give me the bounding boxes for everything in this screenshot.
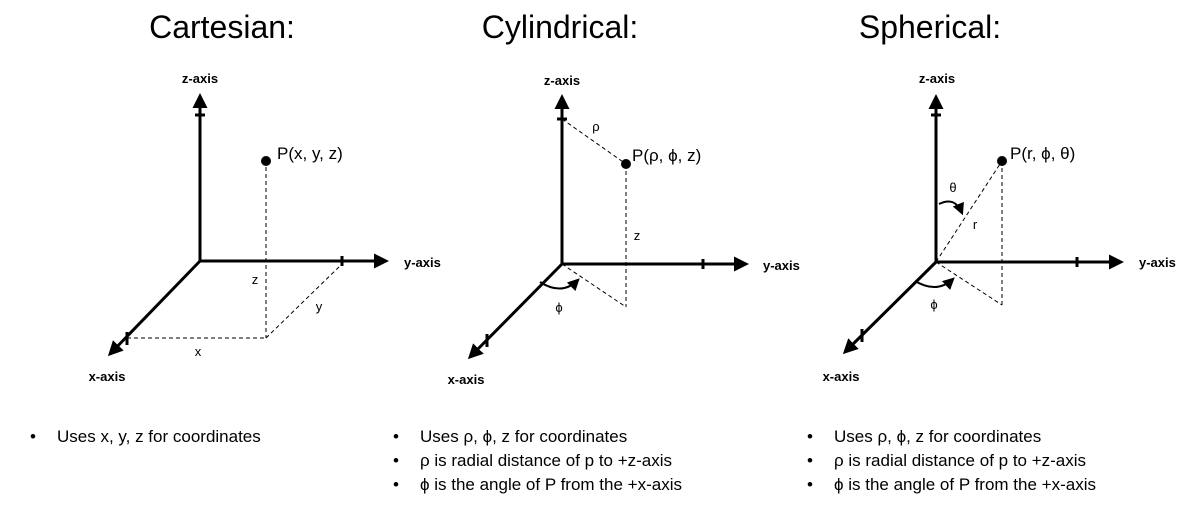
bullet-text: ϕ is the angle of P from the +x-axis [834,475,1096,494]
bullet-glyph: • [807,475,813,494]
bullet-glyph: • [807,427,813,446]
rho-label: ρ [592,119,599,134]
phi-arc-arrow [914,277,955,290]
y-axis-label: y-axis [404,255,441,270]
cylindrical-panel: Cylindrical: P(ρ, ϕ, z) ρ z ϕ z-axis y-a… [393,9,800,494]
bullet-glyph: • [393,475,399,494]
cartesian-panel: Cartesian: P(x, y, z) z-axis y-axis x-ax… [30,9,441,446]
point-label: P(r, ϕ, θ) [1010,144,1075,163]
bullet-text: ρ is radial distance of p to +z-axis [834,451,1086,470]
phi-label: ϕ [930,297,937,312]
x-component-label: x [195,344,202,359]
x-axis-line [842,260,938,355]
z-axis-label: z-axis [919,71,955,86]
spherical-title: Spherical: [859,9,1001,45]
base-projection-line [935,261,1003,306]
bullet-glyph: • [393,451,399,470]
bullet-text: ϕ is the angle of P from the +x-axis [420,475,682,494]
bullet-text: ρ is radial distance of p to +z-axis [420,451,672,470]
point-label: P(ρ, ϕ, z) [632,146,701,165]
cylindrical-title: Cylindrical: [482,9,638,45]
bullet-text: Uses ρ, ϕ, z for coordinates [420,427,627,446]
phi-label: ϕ [555,300,562,315]
y-projection-line [265,263,343,339]
z-component-label: z [634,228,641,243]
z-component-label: z [252,272,259,287]
cartesian-title: Cartesian: [149,9,295,45]
theta-label: θ [949,180,956,195]
theta-arc-arrow [938,200,964,216]
y-axis-label: y-axis [763,258,800,273]
r-label: r [973,217,978,232]
r-line [935,160,1003,263]
bullet-text: Uses x, y, z for coordinates [57,427,261,446]
point-p [997,156,1007,166]
base-projection-line [561,263,627,308]
bullet-text: Uses ρ, ϕ, z for coordinates [834,427,1041,446]
y-component-label: y [316,299,323,314]
rho-line [561,118,627,165]
x-axis-line [107,259,202,357]
x-axis-label: x-axis [448,372,485,387]
x-axis-line [467,262,564,360]
phi-arc-arrow [539,278,580,292]
spherical-panel: Spherical: P(r, ϕ, θ) θ r ϕ z-axis y-axi… [807,9,1176,494]
point-p [621,159,631,169]
z-axis-label: z-axis [182,71,218,86]
bullet-glyph: • [393,427,399,446]
x-axis-label: x-axis [89,369,126,384]
z-axis-label: z-axis [544,73,580,88]
bullet-glyph: • [807,451,813,470]
bullet-glyph: • [30,427,36,446]
point-label: P(x, y, z) [277,144,343,163]
point-p [261,156,271,166]
y-axis-label: y-axis [1139,255,1176,270]
x-axis-label: x-axis [823,369,860,384]
